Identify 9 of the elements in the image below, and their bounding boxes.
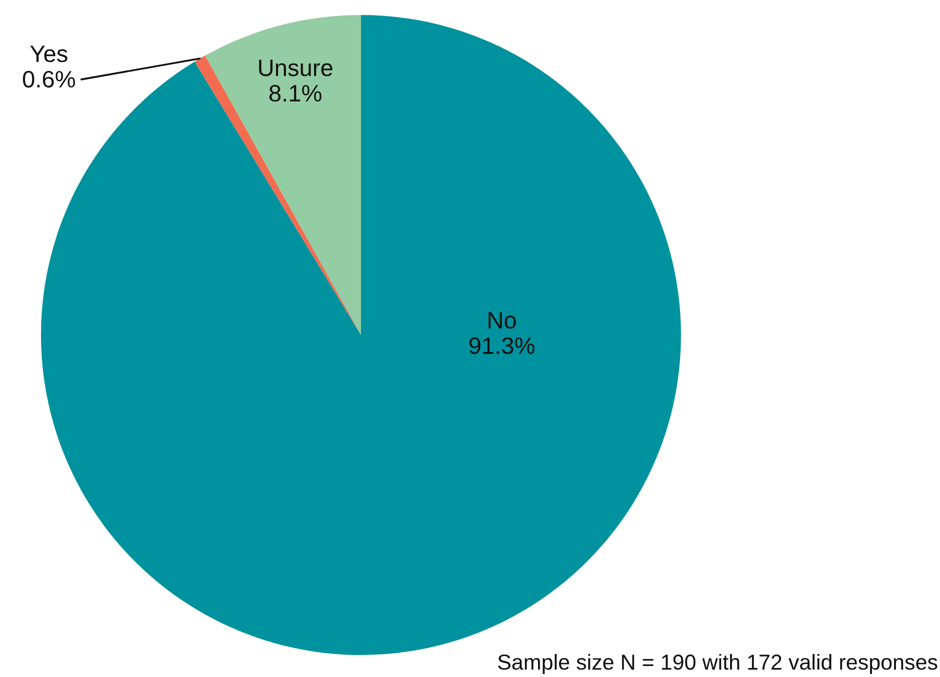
slice-label: Yes xyxy=(30,46,68,62)
data-label: 8.1% xyxy=(269,84,322,102)
data-label: 91.3% xyxy=(469,337,534,354)
slice-label: Unsure xyxy=(259,60,332,76)
data-label: 0.6% xyxy=(22,70,76,88)
pie-slice xyxy=(194,56,361,335)
slice-label: No xyxy=(488,312,516,329)
pie-slice xyxy=(205,15,361,335)
text: Sample size N = 190 with 172 valid responses xyxy=(498,654,938,674)
